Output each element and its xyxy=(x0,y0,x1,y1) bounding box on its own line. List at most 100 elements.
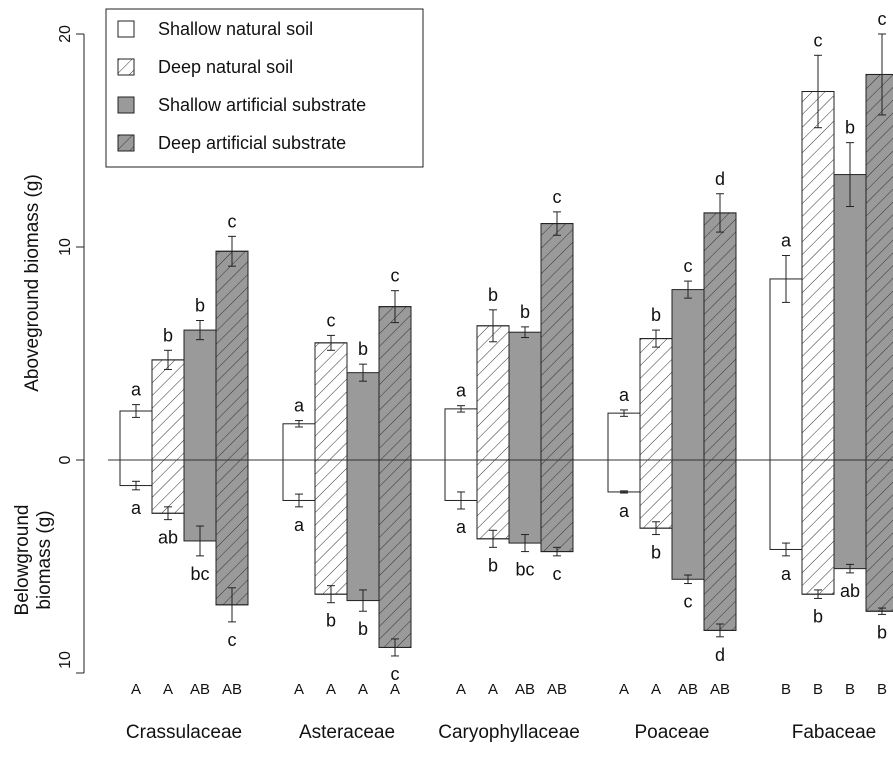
bar-below-hatch-fabaceae-deep-artificial-substrate xyxy=(865,459,893,612)
sig-below-poaceae-shallow-natural-soil: a xyxy=(619,501,630,521)
legend: Shallow natural soil Deep natural soil S… xyxy=(105,8,424,168)
bar-below-hatch-asteraceae-deep-natural-soil xyxy=(314,459,348,595)
group-letter-asteraceae-deep-artificial-substrate: A xyxy=(390,681,400,698)
sig-below-caryophyllaceae-deep-natural-soil: b xyxy=(488,555,498,575)
bar-above-crassulaceae-shallow-natural-soil xyxy=(119,410,153,461)
legend-swatch-deep-artificial-hatch xyxy=(117,134,135,152)
group-letter-fabaceae-deep-natural-soil: B xyxy=(813,681,823,698)
sig-above-fabaceae-shallow-artificial-substrate: b xyxy=(845,118,855,138)
sig-above-fabaceae-shallow-natural-soil: a xyxy=(781,231,792,251)
sig-below-poaceae-shallow-artificial-substrate: c xyxy=(684,592,693,612)
bar-above-caryophyllaceae-shallow-artificial-substrate xyxy=(508,331,542,461)
sig-above-asteraceae-deep-natural-soil: c xyxy=(327,310,336,330)
y-tick-label-mid-above: 10 xyxy=(57,238,74,256)
bar-above-asteraceae-shallow-natural-soil xyxy=(282,423,316,461)
y-axis-title-above: Aboveground biomass (g) xyxy=(22,174,43,392)
bar-above-hatch-asteraceae-deep-artificial-substrate xyxy=(378,306,412,461)
sig-below-crassulaceae-shallow-natural-soil: a xyxy=(131,498,142,518)
group-letter-poaceae-deep-natural-soil: A xyxy=(651,681,661,698)
group-letter-caryophyllaceae-shallow-natural-soil: A xyxy=(456,681,466,698)
group-letter-asteraceae-deep-natural-soil: A xyxy=(326,681,336,698)
family-label-caryophyllaceae: Caryophyllaceae xyxy=(438,722,580,743)
bar-above-hatch-poaceae-deep-artificial-substrate xyxy=(703,212,737,461)
group-letter-poaceae-deep-artificial-substrate: AB xyxy=(710,681,730,698)
group-letter-caryophyllaceae-deep-natural-soil: A xyxy=(488,681,498,698)
bar-above-hatch-caryophyllaceae-deep-natural-soil xyxy=(476,325,510,461)
sig-below-asteraceae-shallow-natural-soil: a xyxy=(294,515,305,535)
sig-above-asteraceae-shallow-artificial-substrate: b xyxy=(358,339,368,359)
y-axis-title-below-line1: Belowground xyxy=(12,505,33,616)
sig-below-fabaceae-deep-artificial-substrate: b xyxy=(877,622,887,642)
bar-above-fabaceae-shallow-natural-soil xyxy=(769,278,803,461)
group-letter-asteraceae-shallow-natural-soil: A xyxy=(294,681,304,698)
sig-above-crassulaceae-deep-artificial-substrate: c xyxy=(228,211,237,231)
group-letter-poaceae-shallow-natural-soil: A xyxy=(619,681,629,698)
legend-label-shallow-artificial: Shallow artificial substrate xyxy=(158,95,366,115)
bar-below-hatch-poaceae-deep-natural-soil xyxy=(639,459,673,529)
bar-above-asteraceae-shallow-artificial-substrate xyxy=(346,372,380,461)
sig-above-poaceae-shallow-natural-soil: a xyxy=(619,385,630,405)
sig-above-crassulaceae-deep-natural-soil: b xyxy=(163,325,173,345)
bar-above-hatch-asteraceae-deep-natural-soil xyxy=(314,342,348,461)
bar-below-hatch-crassulaceae-deep-natural-soil xyxy=(151,459,185,514)
group-letter-fabaceae-shallow-natural-soil: B xyxy=(781,681,791,698)
legend-label-deep-natural: Deep natural soil xyxy=(158,57,293,77)
legend-swatch-shallow-artificial xyxy=(117,96,135,114)
sig-above-caryophyllaceae-deep-artificial-substrate: c xyxy=(553,187,562,207)
sig-below-caryophyllaceae-shallow-natural-soil: a xyxy=(456,517,467,537)
sig-below-crassulaceae-deep-natural-soil: ab xyxy=(158,528,178,548)
sig-above-caryophyllaceae-shallow-natural-soil: a xyxy=(456,381,467,401)
legend-box xyxy=(105,8,424,168)
sig-above-crassulaceae-shallow-artificial-substrate: b xyxy=(195,295,205,315)
error-bars-layer xyxy=(132,33,886,657)
y-tick-label-top: 20 xyxy=(57,25,74,43)
sig-below-crassulaceae-deep-artificial-substrate: c xyxy=(228,630,237,650)
sig-below-asteraceae-shallow-artificial-substrate: b xyxy=(358,619,368,639)
group-letter-asteraceae-shallow-artificial-substrate: A xyxy=(358,681,368,698)
group-letter-fabaceae-shallow-artificial-substrate: B xyxy=(845,681,855,698)
group-letter-caryophyllaceae-shallow-artificial-substrate: AB xyxy=(515,681,535,698)
legend-label-deep-artificial: Deep artificial substrate xyxy=(158,133,346,153)
bar-below-poaceae-shallow-artificial-substrate xyxy=(671,459,705,580)
bar-above-hatch-crassulaceae-deep-natural-soil xyxy=(151,359,185,461)
bar-below-caryophyllaceae-shallow-artificial-substrate xyxy=(508,459,542,544)
bar-below-fabaceae-shallow-artificial-substrate xyxy=(833,459,867,570)
bar-above-crassulaceae-shallow-artificial-substrate xyxy=(183,329,217,461)
sig-above-caryophyllaceae-deep-natural-soil: b xyxy=(488,285,498,305)
bar-above-poaceae-shallow-artificial-substrate xyxy=(671,289,705,461)
y-axis-title-below-line2: biomass (g) xyxy=(34,510,55,609)
sig-above-fabaceae-deep-artificial-substrate: c xyxy=(878,9,887,29)
sig-above-asteraceae-deep-artificial-substrate: c xyxy=(391,266,400,286)
bar-above-poaceae-shallow-natural-soil xyxy=(607,412,641,461)
sig-above-fabaceae-deep-natural-soil: c xyxy=(814,30,823,50)
family-label-asteraceae: Asteraceae xyxy=(299,722,395,743)
group-letter-crassulaceae-shallow-artificial-substrate: AB xyxy=(190,681,210,698)
bar-below-poaceae-shallow-natural-soil xyxy=(607,459,641,493)
bar-above-fabaceae-shallow-artificial-substrate xyxy=(833,174,867,461)
bars-layer xyxy=(119,73,893,648)
sig-below-poaceae-deep-artificial-substrate: d xyxy=(715,645,725,665)
bar-above-hatch-fabaceae-deep-artificial-substrate xyxy=(865,73,893,461)
sig-below-asteraceae-deep-natural-soil: b xyxy=(326,611,336,631)
y-axis: 20 10 0 10 Aboveground biomass (g) Below… xyxy=(12,25,85,674)
legend-swatch-deep-natural xyxy=(117,58,135,76)
significance-letters-layer: aababbbcccaacbbbccaabbbbcccaabbccddaacbb… xyxy=(131,9,887,684)
legend-label-shallow-natural: Shallow natural soil xyxy=(158,19,313,39)
sig-above-poaceae-deep-artificial-substrate: d xyxy=(715,169,725,189)
bar-below-hatch-fabaceae-deep-natural-soil xyxy=(801,459,835,595)
sig-below-asteraceae-deep-artificial-substrate: c xyxy=(391,664,400,684)
sig-above-poaceae-deep-natural-soil: b xyxy=(651,305,661,325)
sig-below-crassulaceae-shallow-artificial-substrate: bc xyxy=(190,564,209,584)
family-label-poaceae: Poaceae xyxy=(634,722,709,743)
group-letter-crassulaceae-deep-artificial-substrate: AB xyxy=(222,681,242,698)
bar-below-asteraceae-shallow-artificial-substrate xyxy=(346,459,380,602)
sig-above-crassulaceae-shallow-natural-soil: a xyxy=(131,380,142,400)
family-label-fabaceae: Fabaceae xyxy=(792,722,877,743)
sig-below-fabaceae-deep-natural-soil: b xyxy=(813,606,823,626)
group-letter-crassulaceae-shallow-natural-soil: A xyxy=(131,681,141,698)
bar-above-caryophyllaceae-shallow-natural-soil xyxy=(444,408,478,461)
sig-below-poaceae-deep-natural-soil: b xyxy=(651,543,661,563)
bar-below-hatch-asteraceae-deep-artificial-substrate xyxy=(378,459,412,648)
